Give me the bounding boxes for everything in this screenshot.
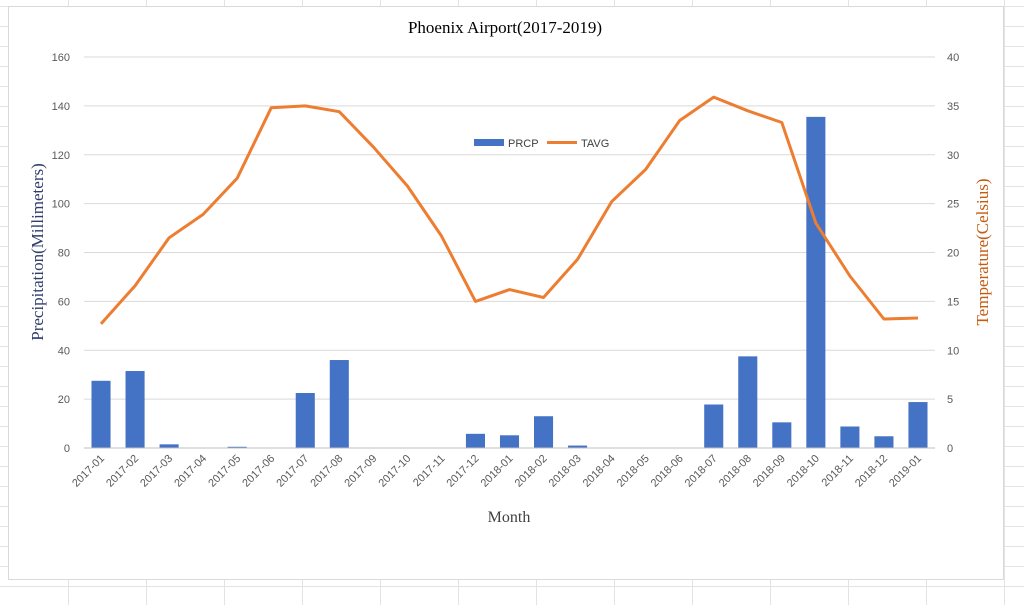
prcp-bar <box>295 393 315 448</box>
x-tick-label: 2018-10 <box>785 453 822 490</box>
x-tick-label: 2017-05 <box>206 453 243 490</box>
x-tick-label: 2019-01 <box>887 453 924 490</box>
left-tick-label: 80 <box>58 248 70 260</box>
x-tick-label: 2017-08 <box>308 453 345 490</box>
left-tick-label: 40 <box>58 345 70 357</box>
x-tick-label: 2017-09 <box>342 453 379 490</box>
prcp-bar <box>91 380 111 448</box>
left-tick-label: 20 <box>58 394 70 406</box>
x-tick-label: 2018-11 <box>820 453 856 489</box>
x-tick-label: 2018-04 <box>581 453 618 490</box>
left-tick-label: 60 <box>58 296 70 308</box>
prcp-bar <box>227 446 247 448</box>
legend-label-prcp: PRCP <box>508 138 539 150</box>
x-tick-label: 2018-06 <box>649 453 686 490</box>
prcp-bar <box>499 435 520 448</box>
prcp-bar <box>806 116 826 448</box>
prcp-bar <box>125 371 145 448</box>
x-tick-label: 2017-04 <box>172 453 209 490</box>
legend-swatch-prcp <box>474 139 504 146</box>
prcp-bar <box>534 416 554 448</box>
x-tick-label: 2017-01 <box>70 453 107 490</box>
tavg-line <box>99 95 919 325</box>
right-axis-ticks: 0 5 10 15 20 25 30 35 40 <box>947 52 959 455</box>
right-tick-label: 35 <box>947 101 959 113</box>
legend[interactable]: PRCP TAVG <box>474 138 609 150</box>
x-axis-title: Month <box>488 509 531 526</box>
x-tick-label: 2017-12 <box>445 453 482 490</box>
prcp-bar <box>874 436 894 448</box>
x-tick-label: 2018-05 <box>615 453 652 490</box>
prcp-bar <box>568 445 588 448</box>
prcp-bar <box>329 360 349 448</box>
prcp-bar <box>772 422 792 448</box>
left-axis-ticks: 0 20 40 60 80 100 120 140 160 <box>52 52 70 455</box>
left-tick-label: 100 <box>52 199 70 211</box>
left-axis-title: Precipitation(Millimeters) <box>28 163 47 341</box>
x-tick-label: 2017-06 <box>240 453 277 490</box>
right-tick-label: 0 <box>947 443 953 455</box>
prcp-bar <box>738 356 758 448</box>
left-tick-label: 160 <box>52 52 70 64</box>
chart-area[interactable] <box>8 6 1004 580</box>
prcp-bar <box>908 402 928 448</box>
right-tick-label: 25 <box>947 199 959 211</box>
x-tick-label: 2017-02 <box>104 453 141 490</box>
x-tick-label: 2017-11 <box>411 453 447 489</box>
prcp-bar <box>465 433 485 448</box>
x-tick-label: 2017-10 <box>376 453 413 490</box>
x-tick-label: 2017-03 <box>138 453 175 490</box>
right-tick-label: 20 <box>947 248 959 260</box>
right-tick-label: 30 <box>947 150 959 162</box>
right-axis-title: Temperature(Celsius) <box>973 178 992 325</box>
right-tick-label: 5 <box>947 394 953 406</box>
prcp-bar <box>840 426 860 448</box>
legend-label-tavg: TAVG <box>581 138 609 150</box>
x-tick-label: 2018-07 <box>683 453 720 490</box>
x-tick-label: 2018-08 <box>717 453 754 490</box>
x-axis-ticks: 2017-012017-022017-032017-042017-052017-… <box>70 453 924 490</box>
x-tick-label: 2018-03 <box>547 453 584 490</box>
x-tick-label: 2018-01 <box>479 453 516 490</box>
right-tick-label: 40 <box>947 52 959 64</box>
prcp-bar <box>704 404 724 448</box>
prcp-bar <box>159 444 179 448</box>
right-tick-label: 15 <box>947 296 959 308</box>
x-tick-label: 2018-12 <box>853 453 890 490</box>
x-tick-label: 2018-02 <box>513 453 550 490</box>
chart-title: Phoenix Airport(2017-2019) <box>408 18 602 37</box>
prcp-bars <box>91 116 928 448</box>
x-tick-label: 2018-09 <box>751 453 788 490</box>
x-tick-label: 2017-07 <box>274 453 311 490</box>
left-tick-label: 120 <box>52 150 70 162</box>
left-tick-label: 140 <box>52 101 70 113</box>
left-tick-label: 0 <box>64 443 70 455</box>
right-tick-label: 10 <box>947 345 959 357</box>
